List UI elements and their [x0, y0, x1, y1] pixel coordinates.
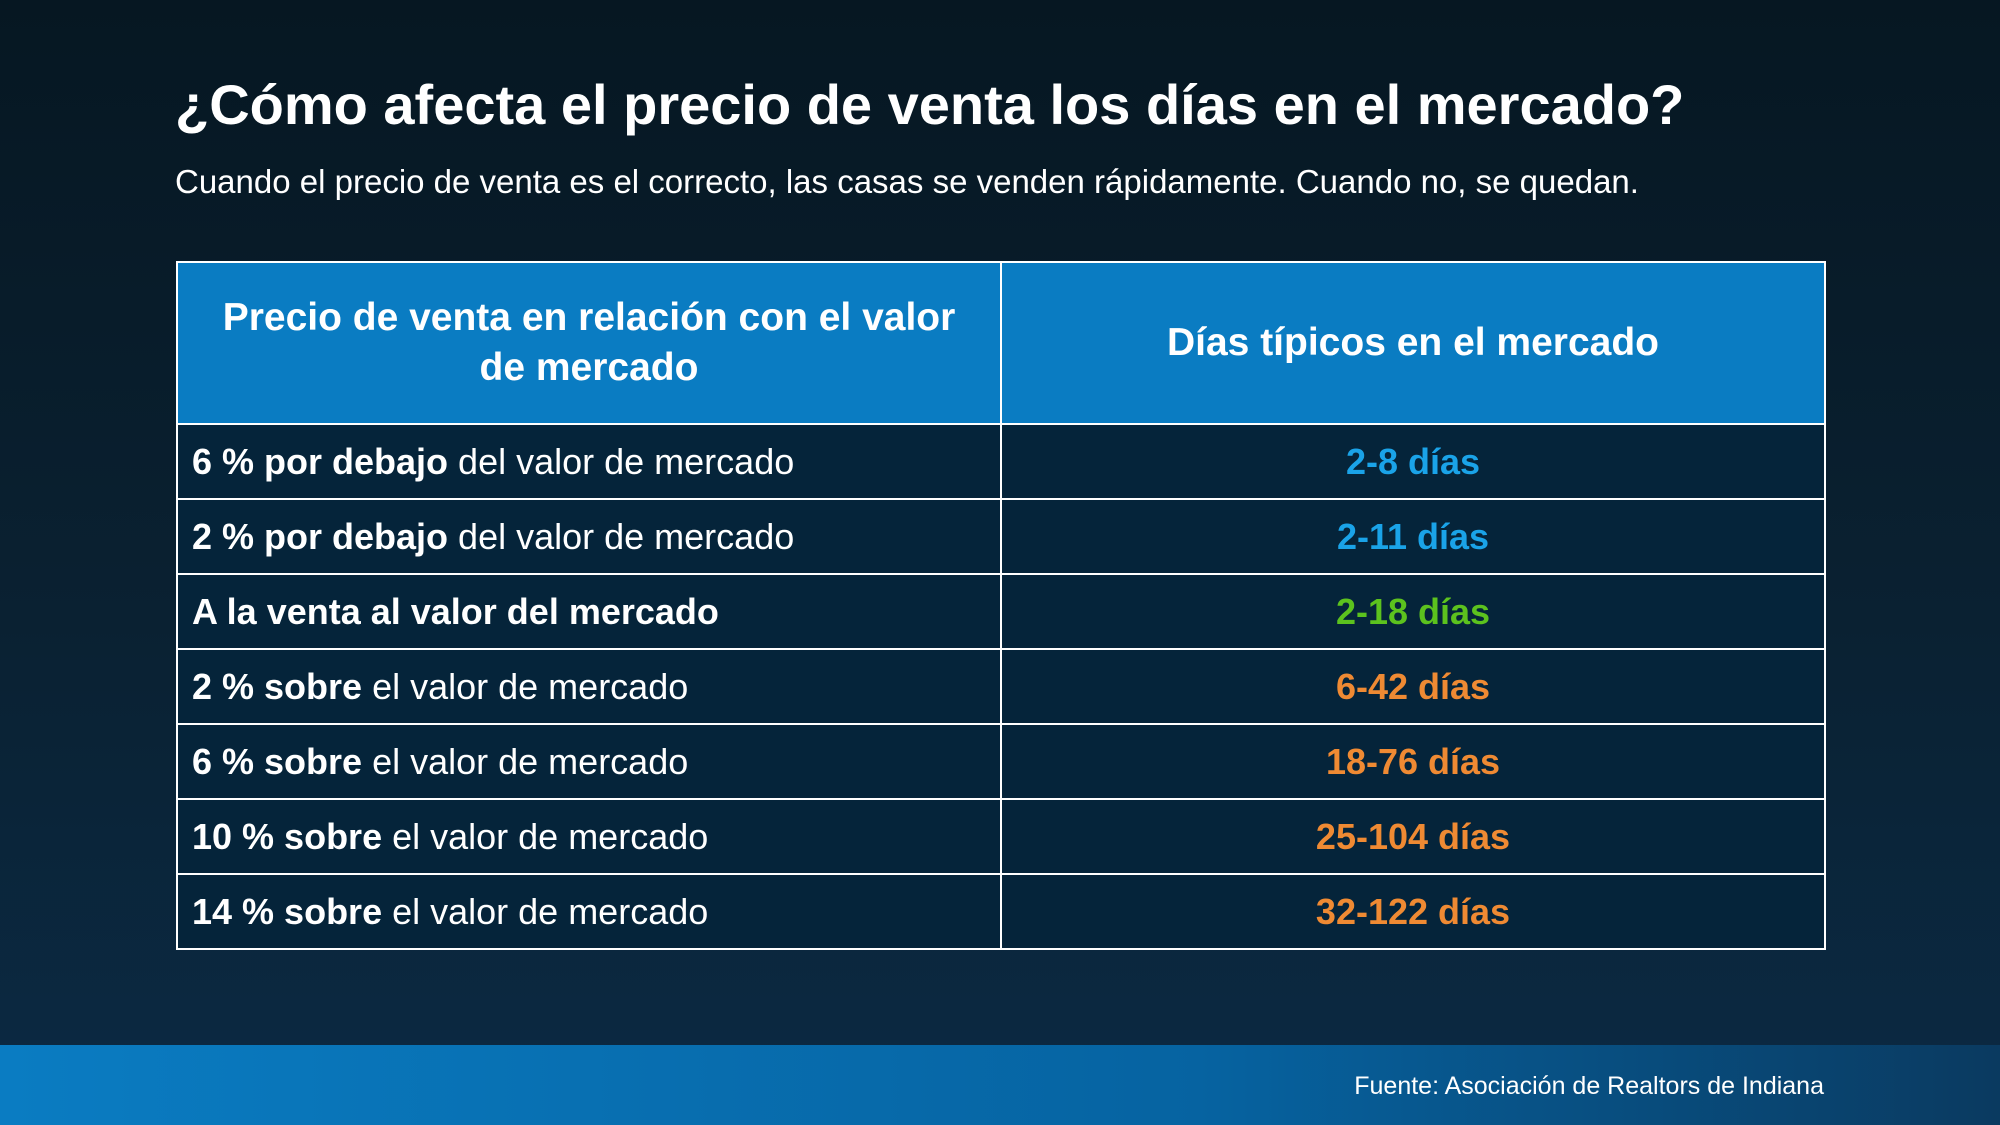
price-cell: 14 % sobre el valor de mercado	[176, 873, 1002, 950]
table-header-row: Precio de venta en relación con el valor…	[176, 261, 1826, 425]
price-cell-rest: el valor de mercado	[362, 665, 689, 707]
price-cell: 10 % sobre el valor de mercado	[176, 798, 1002, 875]
price-cell-rest: el valor de mercado	[362, 740, 689, 782]
price-cell-rest: el valor de mercado	[382, 815, 709, 857]
price-cell: 6 % por debajo del valor de mercado	[176, 423, 1002, 500]
days-cell: 2-11 días	[1000, 498, 1826, 575]
source-credit: Fuente: Asociación de Realtors de Indian…	[1354, 1072, 1824, 1100]
days-cell: 2-18 días	[1000, 573, 1826, 650]
table-row: 6 % por debajo del valor de mercado 2-8 …	[176, 423, 1826, 500]
price-cell: A la venta al valor del mercado	[176, 573, 1002, 650]
price-cell: 6 % sobre el valor de mercado	[176, 723, 1002, 800]
page-title: ¿Cómo afecta el precio de venta los días…	[175, 73, 1685, 136]
days-cell: 25-104 días	[1000, 798, 1826, 875]
table-row: 10 % sobre el valor de mercado 25-104 dí…	[176, 798, 1826, 875]
price-days-table: Precio de venta en relación con el valor…	[176, 261, 1826, 950]
price-cell-bold: 6 % sobre	[192, 740, 363, 782]
price-cell-rest: el valor de mercado	[382, 890, 709, 932]
days-cell: 32-122 días	[1000, 873, 1826, 950]
footer-bar: Fuente: Asociación de Realtors de Indian…	[0, 1045, 2000, 1125]
table-body: 6 % por debajo del valor de mercado 2-8 …	[176, 423, 1826, 950]
days-cell: 2-8 días	[1000, 423, 1826, 500]
price-cell: 2 % por debajo del valor de mercado	[176, 498, 1002, 575]
price-cell-bold: A la venta al valor del mercado	[192, 590, 719, 632]
column-header-price: Precio de venta en relación con el valor…	[176, 261, 1002, 425]
price-cell-bold: 2 % sobre	[192, 665, 363, 707]
table-row: 2 % por debajo del valor de mercado 2-11…	[176, 498, 1826, 575]
price-cell: 2 % sobre el valor de mercado	[176, 648, 1002, 725]
table-row: A la venta al valor del mercado 2-18 día…	[176, 573, 1826, 650]
column-header-days: Días típicos en el mercado	[1000, 261, 1826, 425]
price-cell-bold: 10 % sobre	[192, 815, 383, 857]
table-row: 14 % sobre el valor de mercado 32-122 dí…	[176, 873, 1826, 950]
days-cell: 6-42 días	[1000, 648, 1826, 725]
price-cell-bold: 14 % sobre	[192, 890, 383, 932]
price-cell-bold: 2 % por debajo	[192, 515, 449, 557]
price-cell-bold: 6 % por debajo	[192, 440, 449, 482]
price-cell-rest: del valor de mercado	[448, 440, 795, 482]
table-row: 6 % sobre el valor de mercado 18-76 días	[176, 723, 1826, 800]
days-cell: 18-76 días	[1000, 723, 1826, 800]
table-row: 2 % sobre el valor de mercado 6-42 días	[176, 648, 1826, 725]
page-subtitle: Cuando el precio de venta es el correcto…	[175, 163, 1639, 200]
price-cell-rest: del valor de mercado	[448, 515, 795, 557]
